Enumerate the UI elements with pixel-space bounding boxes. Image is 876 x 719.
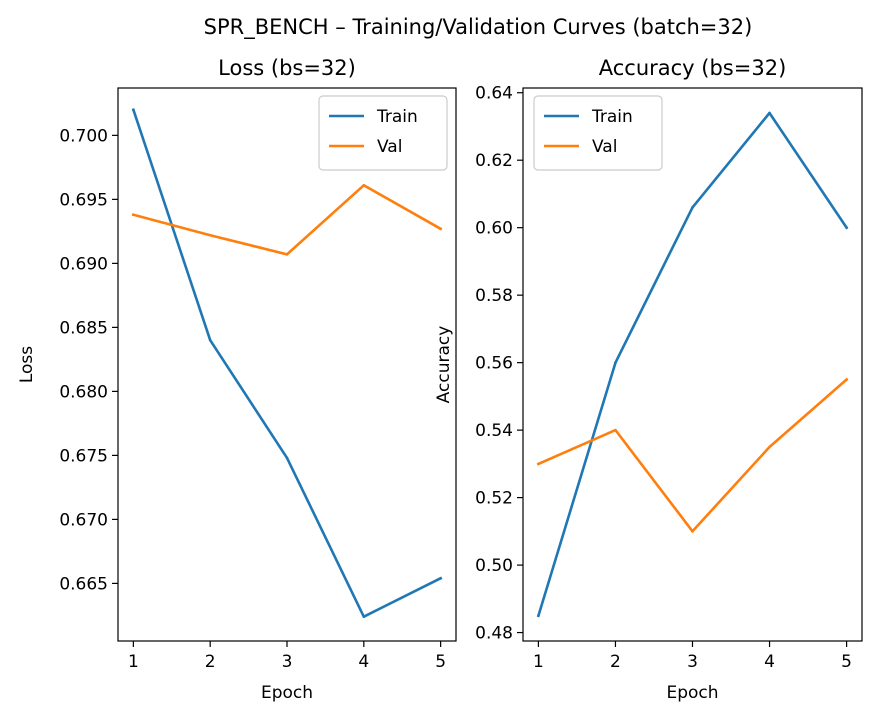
subplot-title: Loss (bs=32)	[218, 56, 356, 80]
data-point-val	[691, 530, 694, 533]
figure-suptitle: SPR_BENCH – Training/Validation Curves (…	[204, 15, 753, 40]
data-point-val	[537, 462, 540, 466]
x-tick-label: 2	[610, 652, 621, 672]
data-point-val	[845, 378, 848, 381]
data-point-val	[614, 428, 617, 432]
data-point-train	[439, 576, 442, 580]
data-point-val	[208, 233, 212, 237]
data-point-val	[132, 213, 135, 217]
x-tick-label: 3	[282, 652, 293, 672]
subplot-title: Accuracy (bs=32)	[599, 56, 787, 80]
data-point-train	[537, 614, 540, 617]
y-tick-label: 0.60	[475, 219, 513, 239]
data-point-train	[845, 226, 848, 229]
y-tick-label: 0.52	[475, 489, 513, 509]
data-point-val	[768, 445, 771, 449]
legend: Train Val	[533, 95, 663, 171]
data-point-val	[285, 253, 289, 256]
legend-label: Val	[377, 137, 402, 157]
y-tick-label: 0.695	[59, 190, 108, 210]
data-point-train	[691, 206, 694, 209]
y-axis-label: Loss	[17, 346, 37, 383]
data-point-train	[285, 456, 289, 460]
x-tick-label: 5	[841, 652, 852, 672]
legend-box	[533, 95, 663, 171]
x-axis-label: Epoch	[666, 683, 718, 703]
x-tick-label: 2	[205, 652, 216, 672]
y-tick-label: 0.680	[59, 382, 108, 402]
y-tick-label: 0.690	[59, 254, 108, 274]
y-tick-label: 0.48	[475, 624, 513, 644]
data-point-train	[614, 361, 617, 364]
legend-label: Train	[376, 107, 418, 127]
y-tick-label: 0.54	[475, 421, 513, 441]
x-tick-label: 4	[358, 652, 369, 672]
x-tick-label: 1	[128, 652, 139, 672]
accuracy-subplot: Accuracy (bs=32) 1 2 3 4 5 0.48 0.50 0.52 0.54 0.5…	[434, 56, 863, 703]
x-tick-label: 3	[687, 652, 698, 672]
y-tick-label: 0.685	[59, 318, 108, 338]
data-point-train	[768, 111, 771, 115]
x-tick-label: 4	[764, 652, 775, 672]
axes-frame	[522, 87, 863, 642]
legend-label: Train	[591, 107, 633, 127]
legend-box	[318, 95, 448, 171]
x-tick-label: 5	[435, 652, 446, 672]
y-tick-label: 0.64	[475, 84, 513, 104]
x-tick-label: 1	[533, 652, 544, 672]
y-tick-label: 0.665	[59, 574, 108, 594]
y-tick-label: 0.50	[475, 556, 513, 576]
y-tick-label: 0.58	[475, 286, 513, 306]
y-tick-label: 0.56	[475, 354, 513, 374]
x-axis-label: Epoch	[261, 683, 313, 703]
y-tick-label: 0.675	[59, 446, 108, 466]
loss-subplot: Loss (bs=32) 1 2 3 4 5 0.665 0.670 0.675 0.680 0.6…	[17, 56, 457, 703]
data-point-val	[362, 183, 366, 187]
y-axis-label: Accuracy	[434, 326, 454, 404]
legend: Train Val	[318, 95, 448, 171]
data-point-train	[362, 615, 366, 618]
data-point-val	[439, 227, 442, 231]
data-point-train	[132, 108, 135, 112]
y-tick-label: 0.670	[59, 510, 108, 530]
y-tick-label: 0.62	[475, 151, 513, 171]
legend-label: Val	[592, 137, 617, 157]
y-tick-label: 0.700	[59, 126, 108, 146]
axes-frame	[117, 87, 457, 642]
data-point-train	[208, 338, 212, 342]
